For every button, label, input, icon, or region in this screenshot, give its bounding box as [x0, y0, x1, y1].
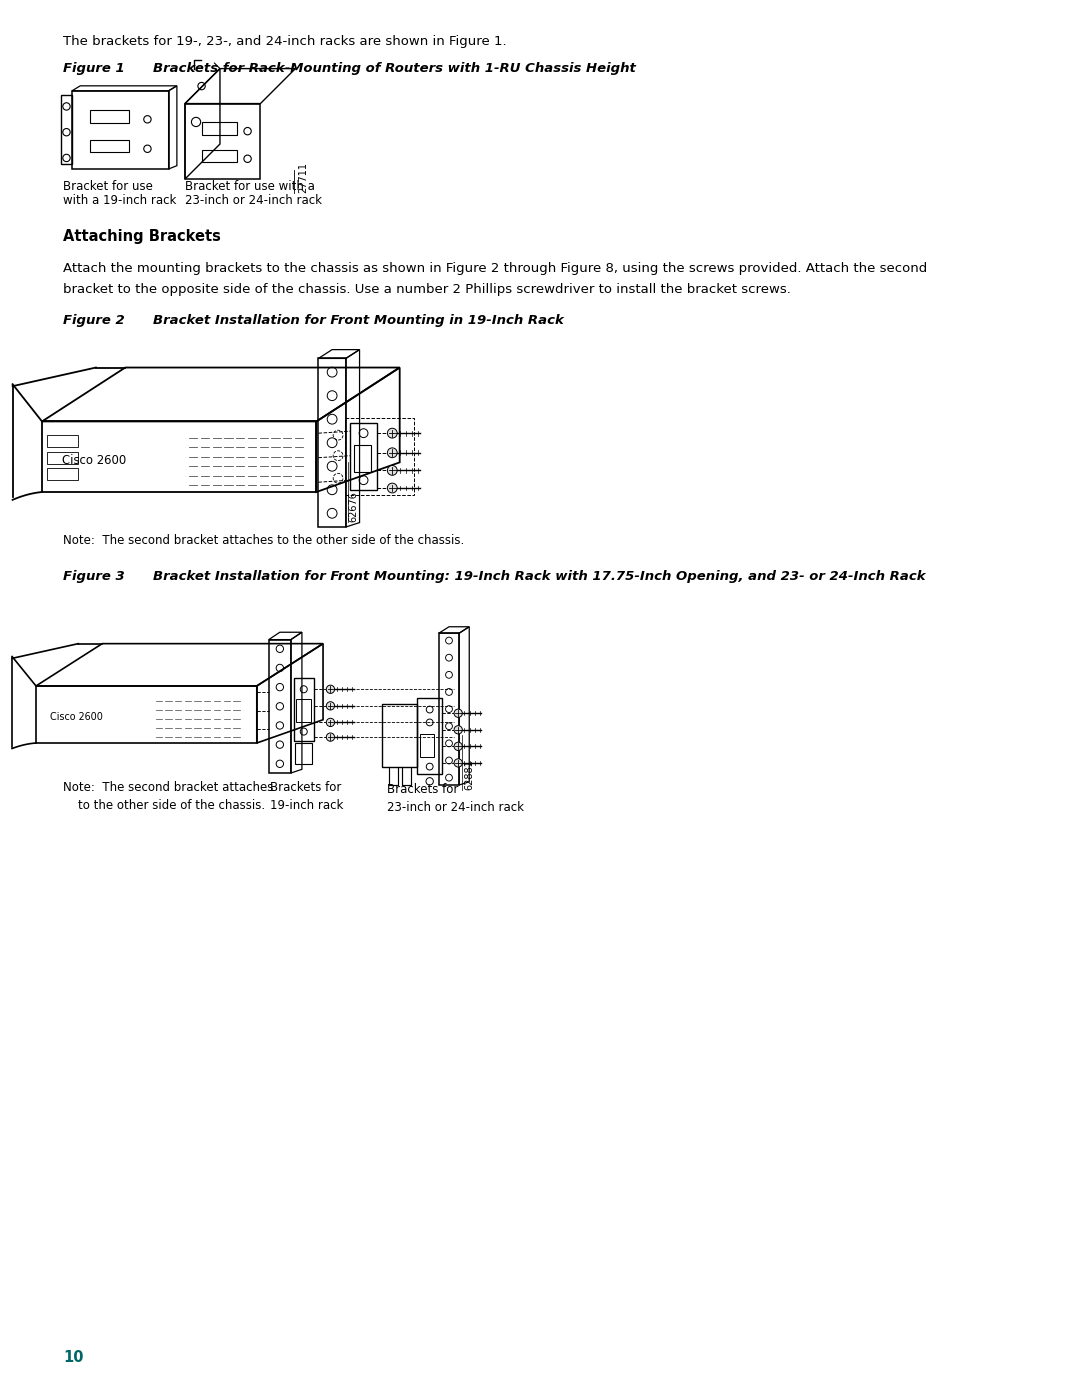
Text: Cisco 2600: Cisco 2600: [50, 712, 103, 722]
Circle shape: [454, 725, 462, 733]
Text: 62676: 62676: [349, 492, 359, 522]
Text: Cisco 2600: Cisco 2600: [62, 454, 126, 467]
Text: Figure 1: Figure 1: [63, 61, 125, 75]
Text: Figure 3: Figure 3: [63, 570, 125, 583]
Bar: [46, 468, 78, 481]
Text: Brackets for: Brackets for: [270, 781, 341, 793]
Text: 62881: 62881: [464, 759, 474, 789]
Text: Note:  The second bracket attaches: Note: The second bracket attaches: [63, 781, 273, 793]
Bar: [202, 122, 237, 136]
Text: Brackets for Rack-Mounting of Routers with 1-RU Chassis Height: Brackets for Rack-Mounting of Routers wi…: [153, 61, 636, 75]
Circle shape: [326, 701, 335, 710]
Bar: [420, 735, 434, 757]
Bar: [354, 444, 372, 472]
Bar: [296, 700, 311, 722]
Text: Bracket for use: Bracket for use: [63, 180, 153, 193]
Text: Attaching Brackets: Attaching Brackets: [63, 229, 221, 244]
Text: 10: 10: [63, 1350, 83, 1365]
Text: bracket to the opposite side of the chassis. Use a number 2 Phillips screwdriver: bracket to the opposite side of the chas…: [63, 284, 791, 296]
Text: 27711: 27711: [298, 162, 308, 193]
Circle shape: [388, 448, 397, 458]
Text: Figure 2: Figure 2: [63, 314, 125, 327]
Bar: [46, 434, 78, 447]
Bar: [202, 149, 237, 162]
Text: to the other side of the chassis.: to the other side of the chassis.: [63, 799, 265, 812]
Text: Attach the mounting brackets to the chassis as shown in Figure 2 through Figure : Attach the mounting brackets to the chas…: [63, 263, 928, 275]
Circle shape: [326, 685, 335, 693]
Circle shape: [388, 465, 397, 475]
Bar: [345, 419, 414, 495]
Circle shape: [454, 759, 462, 767]
Bar: [91, 140, 129, 152]
Bar: [91, 110, 129, 123]
Text: Bracket Installation for Front Mounting in 19-Inch Rack: Bracket Installation for Front Mounting …: [153, 314, 564, 327]
Text: Brackets for: Brackets for: [387, 782, 458, 796]
Circle shape: [326, 733, 335, 742]
Text: Bracket for use with a: Bracket for use with a: [185, 180, 315, 193]
Bar: [46, 451, 78, 464]
Circle shape: [454, 710, 462, 718]
Circle shape: [326, 718, 335, 726]
Text: Bracket Installation for Front Mounting: 19-Inch Rack with 17.75-Inch Opening, a: Bracket Installation for Front Mounting:…: [153, 570, 926, 583]
Text: 23-inch or 24-inch rack: 23-inch or 24-inch rack: [185, 194, 322, 207]
Text: 23-inch or 24-inch rack: 23-inch or 24-inch rack: [387, 800, 524, 814]
Text: Note:  The second bracket attaches to the other side of the chassis.: Note: The second bracket attaches to the…: [63, 534, 464, 548]
Circle shape: [388, 483, 397, 493]
Text: The brackets for 19-, 23-, and 24-inch racks are shown in Figure 1.: The brackets for 19-, 23-, and 24-inch r…: [63, 35, 507, 47]
Circle shape: [388, 429, 397, 439]
Text: 19-inch rack: 19-inch rack: [270, 799, 343, 812]
Text: with a 19-inch rack: with a 19-inch rack: [63, 194, 176, 207]
Circle shape: [454, 742, 462, 750]
